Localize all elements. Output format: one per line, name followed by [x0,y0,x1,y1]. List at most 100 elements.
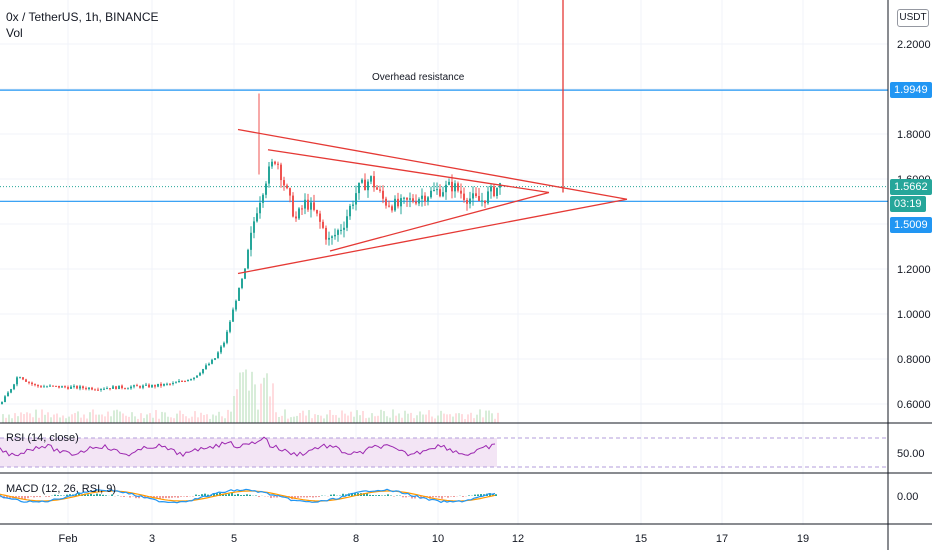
volume-bar [458,413,460,423]
candle-body [82,386,84,389]
macd-histogram-bar [243,494,245,496]
candle-body [169,383,171,385]
volume-bar [131,412,133,423]
candle-body [295,216,297,219]
volume-bar [119,411,121,423]
candle-body [52,385,54,387]
candle-body [436,189,438,191]
volume-bar [455,413,457,423]
volume-bar [425,414,427,423]
candle-body [478,196,480,202]
volume-bar [98,414,100,423]
volume-bar [485,410,487,423]
candle-body [445,184,447,193]
volume-bar [302,410,304,423]
candle-body [70,386,72,389]
candle-body [373,176,375,188]
macd-histogram-bar [495,494,497,496]
volume-bar [434,418,436,423]
volume-bar [101,414,103,423]
candle-body [388,205,390,207]
candle-body [259,202,261,214]
macd-histogram-bar [228,493,230,496]
volume-bar [329,409,331,423]
candle-body [97,389,99,391]
volume-bar [176,413,178,423]
candle-body [424,195,426,202]
candle-body [328,237,330,240]
volume-bar [140,413,142,423]
macd-histogram-bar [405,496,407,498]
volume-bar [281,415,283,423]
candle-body [406,197,408,200]
candle-body [145,384,147,386]
macd-histogram-bar [309,496,311,498]
candle-body [184,381,186,383]
candle-body [115,386,117,390]
macd-histogram-bar [480,494,482,496]
volume-bar [353,416,355,423]
candle-body [457,183,459,191]
rsi-panel [0,436,888,468]
macd-histogram-bar [93,494,95,496]
candle-body [301,208,303,210]
macd-histogram-bar [375,495,377,496]
volume-bar [230,411,232,423]
candle-body [271,161,273,167]
volume-bar [215,415,217,423]
candle-body [112,386,114,389]
candle-body [118,385,120,390]
volume-bar [83,414,85,423]
macd-histogram-bar [111,494,113,496]
time-tick-label: 12 [512,533,524,545]
currency-button[interactable]: USDT [897,9,929,27]
macd-histogram-bar [240,495,242,496]
candle-body [256,213,258,222]
macd-histogram-bar [69,494,71,496]
candle-body [73,385,75,387]
volume-bar [494,418,496,423]
volume-bar [77,411,79,423]
candle-body [370,176,372,182]
candle-body [202,369,204,374]
volume-bar [185,416,187,423]
macd-histogram-bar [165,496,167,499]
macd-histogram-bar [198,495,200,496]
candle-body [40,386,42,388]
candle-body [196,375,198,378]
volume-bar [314,414,316,423]
candle-body [67,387,69,389]
candle-body [304,199,306,209]
price-candles [1,93,501,405]
macd-histogram-bar [24,496,26,499]
time-tick-label: 8 [353,533,359,545]
macd-histogram-bar [441,496,443,499]
price-tick-label: 1.8000 [897,129,931,141]
volume-bar [236,389,238,423]
volume-bar [23,414,25,423]
macd-histogram-bar [273,496,275,498]
candle-body [43,386,45,388]
macd-histogram-bar [129,496,131,498]
candle-body [484,200,486,204]
volume-bar [200,412,202,423]
candle-body [427,197,429,202]
price-tick-label: 0.6000 [897,399,931,411]
volume-bar [245,369,247,423]
volume-bar [320,415,322,423]
volume-bar [470,412,472,423]
candle-body [76,385,78,389]
volume-bar [359,415,361,423]
candle-body [91,387,93,390]
candle-body [448,181,450,185]
volume-bar [341,410,343,423]
macd-histogram-bar [21,496,23,499]
price-tick-label: 2.2000 [897,39,931,51]
macd-histogram-bar [411,496,413,499]
volume-bar [95,414,97,423]
macd-histogram-bar [318,496,320,498]
macd-histogram-bar [363,493,365,496]
volume-bar [68,416,70,423]
macd-histogram-bar [78,492,80,496]
